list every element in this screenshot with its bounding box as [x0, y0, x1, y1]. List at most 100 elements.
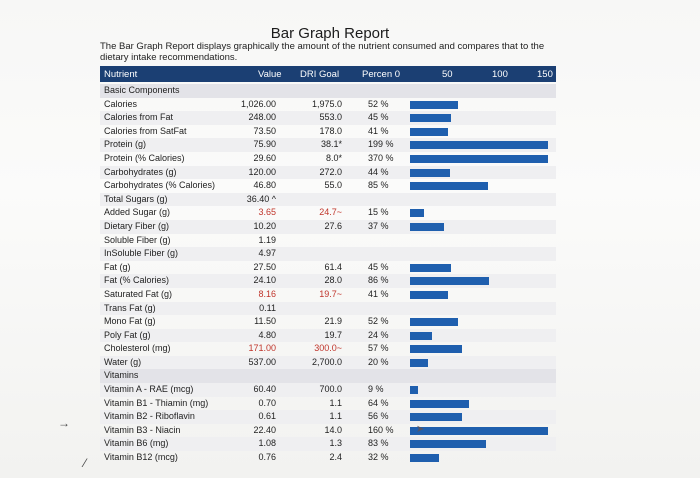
- nutrient-name: Vitamin A - RAE (mcg): [104, 384, 194, 395]
- nutrient-value: 46.80: [253, 180, 276, 191]
- nutrient-name: Calories: [104, 98, 138, 109]
- nutrient-value: 4.97: [258, 248, 276, 259]
- table-row: Vitamin A - RAE (mcg) 60.40 700.0 9 %: [100, 383, 556, 397]
- table-row: Fat (% Calories) 24.10 28.0 86 %: [100, 274, 556, 288]
- table-row: Water (g) 537.00 2,700.0 20 %: [100, 355, 556, 370]
- percent-bar: [410, 331, 433, 340]
- dri-goal: 61.4: [324, 261, 342, 272]
- percent-value: 52 %: [368, 98, 389, 109]
- percent-value: 370 %: [368, 152, 394, 163]
- dri-goal: 1,975.0: [311, 98, 342, 109]
- dri-goal: 8.0*: [325, 152, 342, 163]
- percent-value: 85 %: [368, 180, 389, 191]
- nutrient-name: Added Sugar (g): [104, 207, 171, 218]
- nutrient-name: Total Sugars (g): [104, 193, 168, 204]
- nutrient-value: 120.00: [248, 166, 276, 177]
- percent-value: 83 %: [368, 438, 389, 449]
- table-row: Saturated Fat (g) 8.16 19.7~ 41 %: [100, 288, 556, 302]
- nutrient-name: Soluble Fiber (g): [104, 234, 171, 245]
- dri-goal: 14.0: [324, 424, 342, 435]
- nutrient-value: 3.65: [258, 207, 276, 218]
- nutrient-name: Basic Components: [104, 85, 180, 95]
- percent-bar: [410, 141, 548, 150]
- scale-150: 150: [537, 69, 553, 80]
- header-dri-goal: DRI Goal: [300, 69, 340, 80]
- dri-goal: 1.1: [329, 397, 342, 408]
- dri-goal: 24.7~: [319, 207, 342, 218]
- percent-bar: [410, 209, 424, 218]
- table-row: Vitamin B12 (mcg) 0.76 2.4 32 %: [100, 451, 556, 465]
- nutrient-name: InSoluble Fiber (g): [104, 248, 179, 259]
- table-row: Calories from Fat 248.00 553.0 45 %: [100, 111, 556, 125]
- nutrient-name: Calories from Fat: [104, 112, 174, 123]
- percent-bar: [410, 154, 548, 163]
- dri-goal: 2,700.0: [311, 356, 342, 367]
- table-row: Fat (g) 27.50 61.4 45 %: [100, 261, 556, 275]
- table-row: Vitamin B6 (mg) 1.08 1.3 83 %: [100, 437, 556, 452]
- nutrient-table: Basic Components Calories 1,026.00 1,975.0 5…: [100, 84, 556, 465]
- nutrient-value: 10.20: [253, 220, 276, 231]
- nutrient-value: 248.00: [248, 112, 276, 123]
- dri-goal: 2.4: [329, 452, 342, 463]
- percent-value: 32 %: [368, 452, 389, 463]
- dri-goal: 27.6: [324, 220, 342, 231]
- percent-bar: [410, 114, 452, 123]
- table-row: Calories from SatFat 73.50 178.0 41 %: [100, 125, 556, 139]
- nutrient-name: Carbohydrates (% Calories): [104, 180, 216, 191]
- percent-value: 64 %: [368, 397, 389, 408]
- nutrient-name: Carbohydrates (g): [104, 166, 177, 177]
- nutrient-value: 537.00: [248, 356, 276, 367]
- dri-goal: 553.0: [319, 112, 342, 123]
- dri-goal: 19.7~: [319, 288, 342, 299]
- nutrient-value: 27.50: [253, 261, 276, 272]
- scale-100: 100: [492, 69, 508, 80]
- section-row: Vitamins: [100, 369, 556, 384]
- percent-value: 37 %: [368, 220, 389, 231]
- table-row: Protein (g) 75.90 38.1* 199 %: [100, 138, 556, 152]
- percent-bar: [410, 127, 448, 136]
- margin-arrow-icon: →: [58, 416, 70, 430]
- table-row: Poly Fat (g) 4.80 19.7 24 %: [100, 328, 556, 343]
- table-row: Carbohydrates (% Calories) 46.80 55.0 85 %: [100, 179, 556, 193]
- section-row: Basic Components: [100, 84, 556, 98]
- percent-bar: [410, 318, 458, 327]
- dri-goal: 28.0: [324, 275, 342, 286]
- nutrient-name: Fat (g): [104, 261, 131, 272]
- percent-bar: [410, 358, 429, 367]
- percent-value: 15 %: [368, 207, 389, 218]
- nutrient-name: Fat (% Calories): [104, 275, 170, 286]
- nutrient-name: Vitamin B1 - Thiamin (mg): [104, 397, 209, 408]
- nutrient-name: Protein (g): [104, 139, 147, 150]
- nutrient-value: 1.08: [258, 438, 276, 449]
- table-row: Total Sugars (g) 36.40 ^: [100, 192, 556, 207]
- percent-value: 45 %: [368, 112, 389, 123]
- nutrient-name: Mono Fat (g): [104, 316, 156, 327]
- percent-bar: [410, 426, 548, 435]
- table-row: Trans Fat (g) 0.11: [100, 301, 556, 316]
- table-row: Dietary Fiber (g) 10.20 27.6 37 %: [100, 219, 556, 234]
- percent-value: 199 %: [368, 139, 394, 150]
- dri-goal: 178.0: [319, 125, 342, 136]
- nutrient-value: 75.90: [253, 139, 276, 150]
- table-row: Carbohydrates (g) 120.00 272.0 44 %: [100, 165, 556, 180]
- report-description: The Bar Graph Report displays graphicall…: [100, 41, 545, 63]
- nutrient-name: Vitamin B6 (mg): [104, 438, 169, 449]
- percent-value: 52 %: [368, 316, 389, 327]
- header-percent: Percen 0: [362, 69, 401, 80]
- nutrient-value: 1,026.00: [240, 98, 276, 109]
- percent-bar: [410, 182, 489, 191]
- percent-bar: [410, 222, 445, 231]
- margin-mark-icon: ⁄: [84, 456, 87, 470]
- nutrient-value: 60.40: [253, 384, 276, 395]
- nutrient-value: 0.70: [258, 397, 276, 408]
- table-row: Added Sugar (g) 3.65 24.7~ 15 %: [100, 206, 556, 220]
- nutrient-value: 0.76: [258, 452, 276, 463]
- dri-goal: 1.3: [329, 438, 342, 449]
- percent-bar: [410, 440, 487, 449]
- percent-bar: [410, 290, 448, 299]
- nutrient-value: 73.50: [253, 125, 276, 136]
- table-row: Vitamin B3 - Niacin 22.40 14.0 160 %: [100, 424, 556, 438]
- nutrient-name: Protein (% Calories): [104, 152, 185, 163]
- nutrient-value: 171.00: [248, 343, 276, 354]
